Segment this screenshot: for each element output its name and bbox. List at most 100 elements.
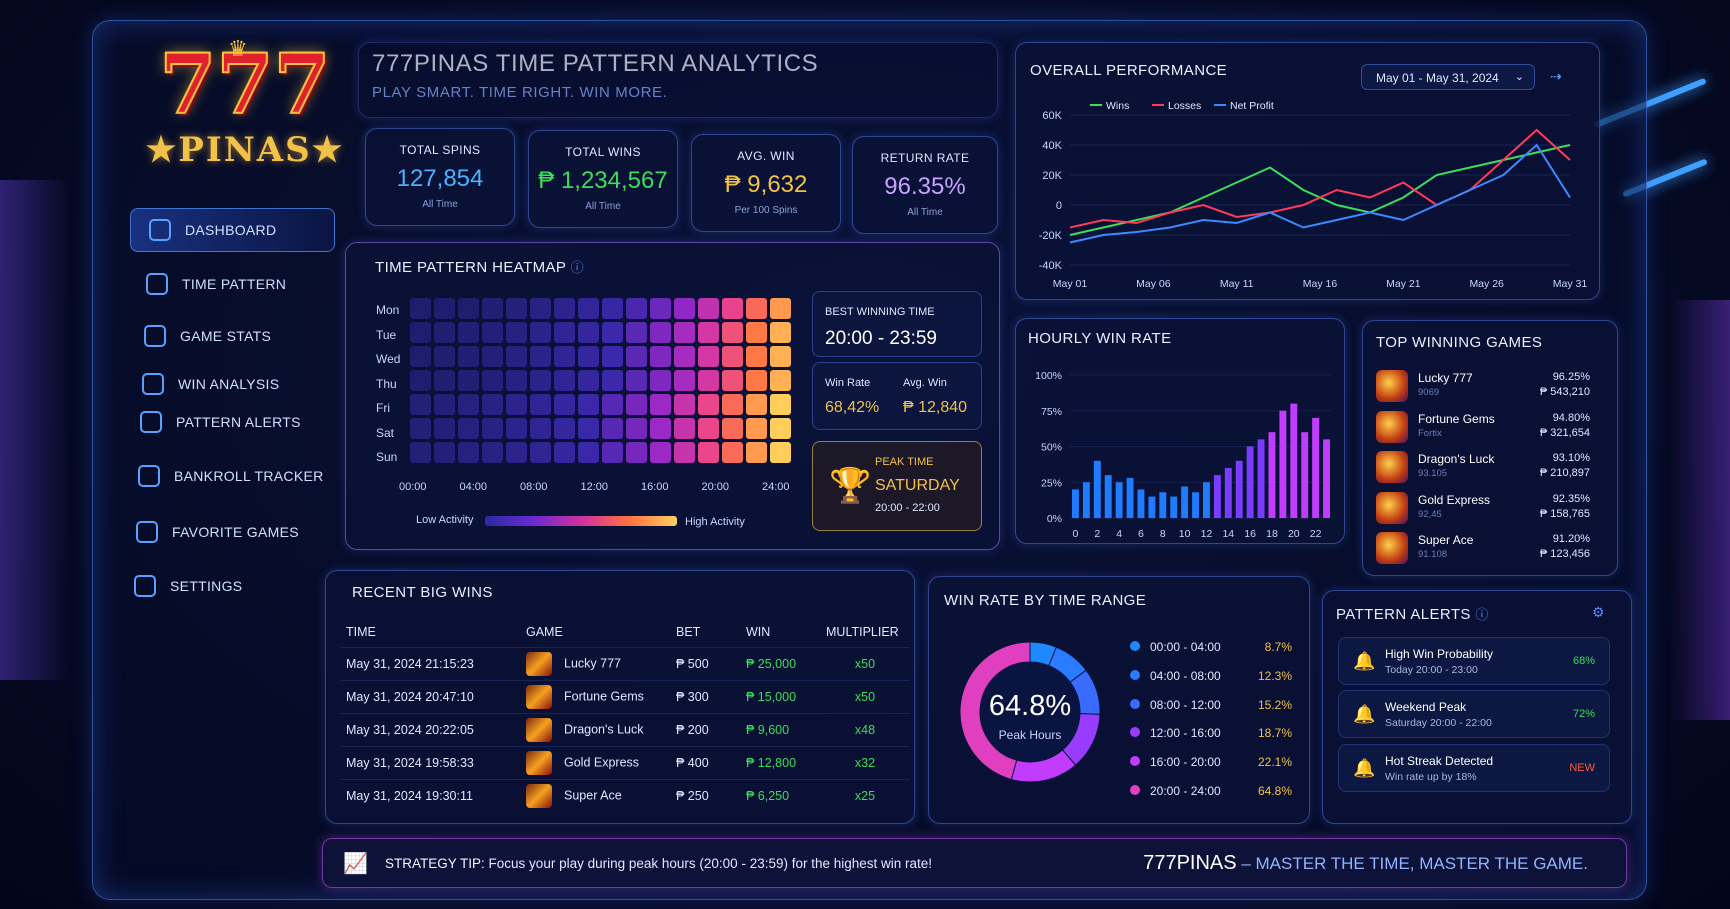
sidebar-item-pattern-alerts[interactable]: PATTERN ALERTS [122, 400, 327, 444]
heatmap-cell [698, 418, 719, 439]
game-amount: ₱ 123,456 [1539, 548, 1590, 560]
hourly-win-chart: 100% 75% 50% 25% 0% 0 2 4 6 8 10 12 14 16 18 20 22 [1035, 370, 1332, 540]
settings-icon[interactable]: ⚙ [1592, 604, 1605, 620]
footer-brand: 777PINAS [1143, 852, 1237, 874]
bar-hour-5 [1126, 477, 1134, 518]
table-row[interactable]: May 31, 2024 19:30:11 Super Ace ₱ 250 ₱ 6,2… [340, 778, 910, 812]
legend-label: Losses [1168, 100, 1201, 112]
heatmap-cell [602, 346, 623, 367]
sidebar-item-settings[interactable]: SETTINGS [116, 564, 321, 608]
chevron-down-icon: ⌄ [1514, 71, 1524, 83]
y-tick-label: 50% [1041, 442, 1062, 454]
table-row[interactable]: May 31, 2024 20:47:10 Fortune Gems ₱ 300 ₱ … [340, 679, 910, 713]
kpi-label: TOTAL SPINS [399, 143, 481, 157]
x-tick-label: 12 [1201, 528, 1213, 540]
heatmap-cell [434, 346, 455, 367]
top-game-row[interactable]: Gold Express 92,45 92.35% ₱ 158,765 [1376, 490, 1598, 528]
top-game-row[interactable]: Fortune Gems Fortix 94.80% ₱ 321,654 [1376, 409, 1598, 447]
hourly-win-title: HOURLY WIN RATE [1028, 330, 1172, 347]
win-amount: ₱ 12,800 [740, 745, 820, 779]
donut-legend-row: 00:00 - 04:00 8.7% [1130, 640, 1292, 654]
alert-sub: Saturday 20:00 - 22:00 [1385, 717, 1492, 729]
top-game-row[interactable]: Super Ace 91.108 91.20% ₱ 123,456 [1376, 530, 1598, 568]
heatmap-cell [722, 418, 743, 439]
heatmap-cell [578, 322, 599, 343]
star-icon [136, 521, 158, 543]
bar-hour-0 [1072, 489, 1079, 518]
column-header: BET [676, 624, 701, 639]
column-header: TIME [346, 624, 376, 639]
legend-label: 00:00 - 04:00 [1150, 640, 1221, 654]
x-tick-label: May 26 [1469, 278, 1504, 290]
donut-center-value: 64.8% [988, 690, 1072, 722]
heatmap-cell [530, 394, 551, 415]
heatmap-cell [770, 322, 791, 343]
info-icon[interactable]: ⓘ [570, 260, 585, 275]
heatmap-cell [554, 394, 575, 415]
heatmap-cell [770, 418, 791, 439]
win-bet: ₱ 300 [670, 679, 740, 713]
win-bet: ₱ 500 [670, 646, 740, 680]
sidebar-item-time-pattern[interactable]: TIME PATTERN [128, 262, 333, 306]
legend-dot [1130, 727, 1140, 738]
game-name: Gold Express [1418, 492, 1491, 507]
info-icon[interactable]: ⓘ [1475, 607, 1489, 622]
background-glow-left [0, 180, 70, 680]
heatmap-day-label: Thu [376, 376, 397, 391]
sidebar-item-dashboard[interactable]: DASHBOARD [130, 208, 335, 252]
alert-item[interactable]: 🔔 Weekend Peak Saturday 20:00 - 22:00 72% [1338, 690, 1610, 738]
heatmap-cell [626, 394, 647, 415]
bar-hour-15 [1235, 460, 1243, 518]
win-stats-box: Win Rate 68,42% Avg. Win ₱ 12,840 [812, 362, 982, 430]
legend-label: 08:00 - 12:00 [1150, 697, 1221, 712]
win-multiplier: x50 [820, 679, 910, 713]
donut-legend-row: 04:00 - 08:00 12.3% [1130, 669, 1292, 683]
donut-legend-row: 20:00 - 24:00 64.8% [1130, 784, 1292, 798]
top-game-row[interactable]: Dragon's Luck 93.105 93.10% ₱ 210,897 [1376, 449, 1598, 487]
table-row[interactable]: May 31, 2024 21:15:23 Lucky 777 ₱ 500 ₱ 25,… [340, 646, 910, 680]
game-name: Lucky 777 [1418, 371, 1473, 385]
heatmap-day-label: Tue [376, 327, 397, 342]
kpi-value: ₱ 9,632 [724, 171, 808, 198]
heatmap-cell [506, 298, 527, 319]
win-multiplier: x25 [820, 778, 910, 812]
x-tick-label: 14 [1222, 528, 1234, 540]
heatmap-cell [434, 394, 455, 415]
heatmap-cell [434, 322, 455, 343]
sidebar-item-game-stats[interactable]: GAME STATS [126, 314, 331, 358]
win-rate-label: Win Rate [825, 377, 871, 389]
win-bet: ₱ 200 [670, 712, 740, 746]
stats-icon [144, 325, 166, 347]
sidebar-item-win-analysis[interactable]: WIN ANALYSIS [124, 362, 329, 406]
expand-icon[interactable]: ⇢ [1550, 68, 1562, 84]
table-row[interactable]: May 31, 2024 20:22:05 Dragon's Luck ₱ 200 ₱… [340, 712, 910, 746]
series-line-losses [1069, 128, 1571, 229]
page-subtitle: PLAY SMART. TIME RIGHT. WIN MORE. [372, 84, 668, 101]
top-game-row[interactable]: Lucky 777 9069 96.25% ₱ 543,210 [1376, 368, 1598, 406]
x-tick-label: 4 [1116, 528, 1122, 540]
heatmap-cell [674, 394, 695, 415]
date-range-select[interactable]: May 01 - May 31, 2024 ⌄ [1361, 64, 1535, 90]
game-thumbnail [526, 750, 552, 775]
win-multiplier: x32 [820, 745, 910, 779]
game-thumbnail [526, 651, 552, 676]
heatmap-cell [578, 418, 599, 439]
alert-item[interactable]: 🔔 Hot Streak Detected Win rate up by 18% NE… [1338, 744, 1610, 792]
clock-icon [146, 273, 168, 295]
alert-item[interactable]: 🔔 High Win Probability Today 20:00 - 23:00… [1338, 637, 1610, 685]
sidebar-item-favorite-games[interactable]: FAVORITE GAMES [118, 510, 323, 554]
heatmap-cell [602, 322, 623, 343]
alert-title: High Win Probability [1385, 647, 1494, 661]
heatmap-cell [650, 418, 671, 439]
heatmap-cell [506, 442, 527, 463]
heatmap-hour-label: 24:00 [762, 481, 790, 493]
heatmap-cell [626, 298, 647, 319]
table-row[interactable]: May 31, 2024 19:58:33 Gold Express ₱ 400 ₱ … [340, 745, 910, 779]
background-glow-right [1670, 300, 1730, 720]
y-tick-label: 25% [1041, 477, 1062, 489]
donut-slice [959, 641, 1031, 781]
best-time-label: BEST WINNING TIME [825, 306, 935, 318]
bar-hour-13 [1213, 475, 1221, 518]
sidebar-item-bankroll-tracker[interactable]: BANKROLL TRACKER [120, 454, 325, 498]
x-tick-label: May 16 [1303, 278, 1338, 290]
